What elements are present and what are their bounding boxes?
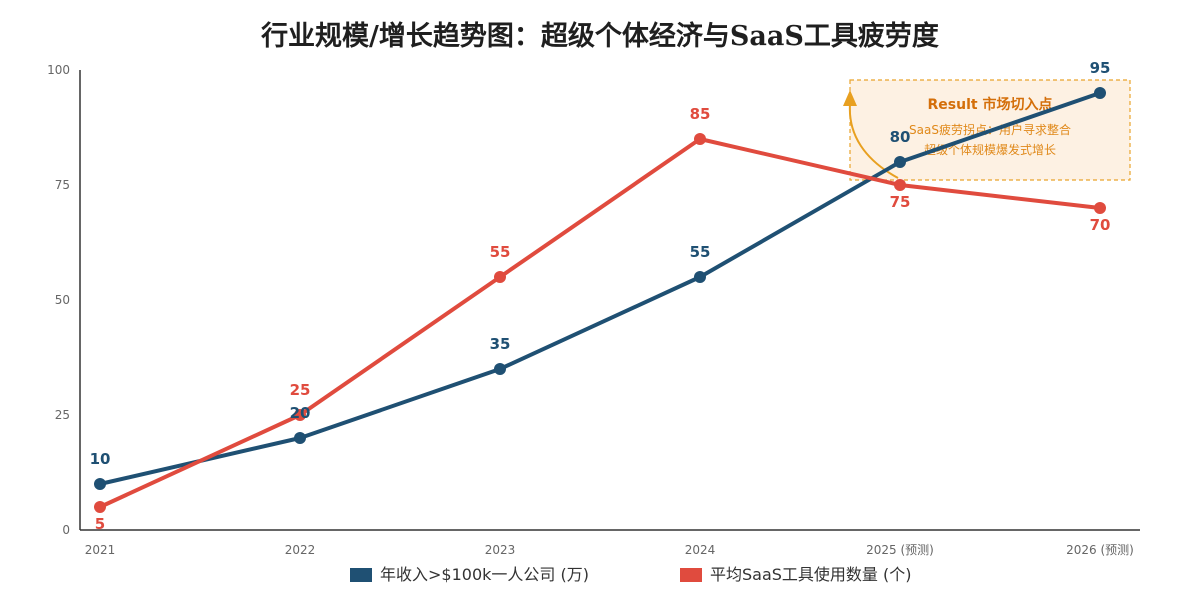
- legend-swatch: [680, 568, 702, 582]
- y-tick-label: 75: [55, 178, 70, 192]
- x-tick-label: 2022: [285, 543, 316, 557]
- data-point: [894, 179, 906, 191]
- x-tick-label: 2023: [485, 543, 516, 557]
- data-labels-group: 10 20 35 55 80 95 5 25 55 85 75 70: [90, 59, 1111, 533]
- data-point: [494, 363, 506, 375]
- series-line: [98, 91, 1102, 486]
- data-label: 75: [890, 193, 911, 211]
- chart-title: 行业规模/增长趋势图：超级个体经济与SaaS工具疲劳度: [260, 20, 939, 52]
- data-point: [494, 271, 506, 283]
- data-label: 10: [90, 450, 111, 468]
- data-label: 55: [490, 243, 511, 261]
- data-point: [694, 133, 706, 145]
- axes: 0 25 50 75 100 2021 2022 2023 2024 2025 (预测) 2026 …: [47, 63, 1140, 557]
- data-label: 95: [1090, 59, 1111, 77]
- data-point: [1094, 202, 1106, 214]
- y-tick-label: 50: [55, 293, 70, 307]
- x-tick-label: 2026 (预测): [1066, 543, 1134, 557]
- data-label: 5: [95, 515, 105, 533]
- x-tick-label: 2025 (预测): [866, 543, 934, 557]
- data-label: 35: [490, 335, 511, 353]
- legend-label: 年收入>$100k一人公司 (万): [380, 565, 589, 584]
- annotation-text: 超级个体规模爆发式增长: [924, 142, 1056, 157]
- data-label: 85: [690, 105, 711, 123]
- annotation-arrowhead: [843, 90, 857, 106]
- data-point: [694, 271, 706, 283]
- x-tick-label: 2024: [685, 543, 716, 557]
- data-label: 25: [290, 381, 311, 399]
- x-tick-label: 2021: [85, 543, 116, 557]
- data-point: [894, 156, 906, 168]
- data-point: [94, 501, 106, 513]
- y-tick-label: 0: [62, 523, 70, 537]
- data-label: 70: [1090, 216, 1111, 234]
- data-point: [1094, 87, 1106, 99]
- series-line: [98, 137, 1102, 509]
- data-point: [294, 409, 306, 421]
- data-label: 80: [890, 128, 911, 146]
- data-label: 20: [290, 404, 311, 422]
- data-label: 55: [690, 243, 711, 261]
- legend: 年收入>$100k一人公司 (万) 平均SaaS工具使用数量 (个): [350, 565, 912, 584]
- legend-label: 平均SaaS工具使用数量 (个): [710, 565, 912, 584]
- y-tick-label: 100: [47, 63, 70, 77]
- series-group: [94, 87, 1106, 513]
- legend-swatch: [350, 568, 372, 582]
- data-point: [294, 432, 306, 444]
- y-tick-label: 25: [55, 408, 70, 422]
- annotation-title: Result 市场切入点: [928, 96, 1053, 113]
- data-point: [94, 478, 106, 490]
- annotation-arrow: [848, 103, 899, 179]
